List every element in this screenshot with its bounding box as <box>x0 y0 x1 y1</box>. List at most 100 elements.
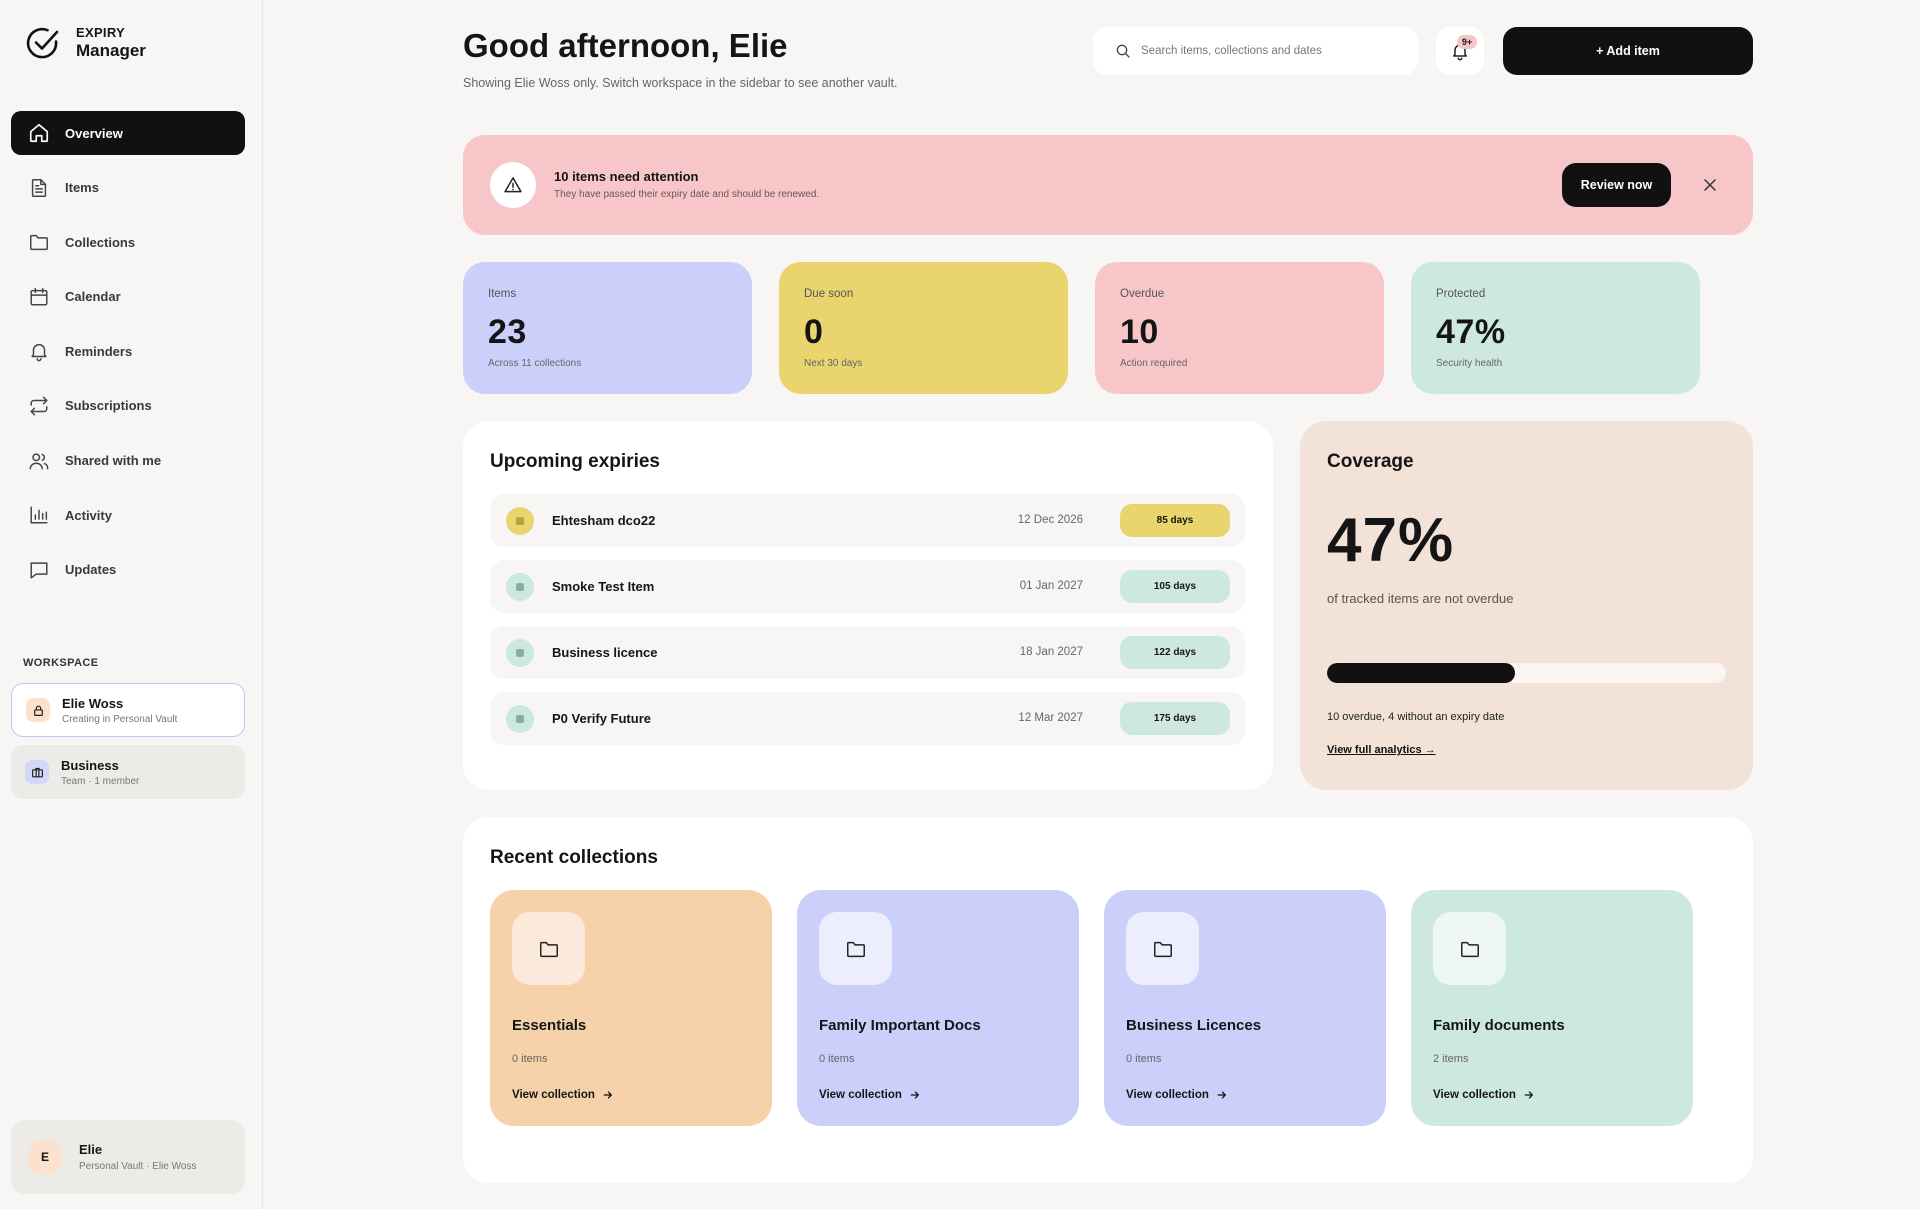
folder-icon <box>1460 941 1479 957</box>
stat-value: 47% <box>1436 313 1506 351</box>
stat-value: 0 <box>804 313 824 351</box>
sidebar-nav: Overview Items Collections Calendar Remi… <box>11 111 245 602</box>
alert-subtitle: They have passed their expiry date and s… <box>554 189 820 200</box>
item-status-dot <box>506 705 534 733</box>
view-analytics-link[interactable]: View full analytics → <box>1327 744 1436 756</box>
stat-card-items[interactable]: Items 23 Across 11 collections <box>463 262 752 394</box>
collection-icon-badge <box>1126 912 1199 985</box>
search-box[interactable] <box>1093 27 1418 75</box>
stat-value: 23 <box>488 313 527 351</box>
collection-count: 0 items <box>819 1053 855 1065</box>
sidebar-item-updates[interactable]: Updates <box>11 548 245 592</box>
expiry-item-name: Smoke Test Item <box>552 579 655 594</box>
sidebar-item-shared[interactable]: Shared with me <box>11 439 245 483</box>
stat-card-protected[interactable]: Protected 47% Security health <box>1411 262 1700 394</box>
view-collection-label: View collection <box>512 1089 595 1101</box>
add-item-button[interactable]: + Add item <box>1503 27 1753 75</box>
stat-label: Due soon <box>804 288 854 300</box>
sidebar-item-subscriptions[interactable]: Subscriptions <box>11 384 245 428</box>
sidebar-item-items[interactable]: Items <box>11 166 245 210</box>
expiry-date: 12 Dec 2026 <box>1017 514 1083 526</box>
expiry-row[interactable]: Business licence 18 Jan 2027 122 days <box>490 626 1245 679</box>
alert-title: 10 items need attention <box>554 169 699 184</box>
avatar: E <box>27 1139 63 1175</box>
stat-card-overdue[interactable]: Overdue 10 Action required <box>1095 262 1384 394</box>
stat-label: Overdue <box>1120 288 1165 300</box>
view-collection-link[interactable]: View collection <box>1433 1089 1534 1101</box>
collection-card[interactable]: Family Important Docs 0 items View colle… <box>797 890 1079 1126</box>
review-now-button[interactable]: Review now <box>1562 163 1671 207</box>
sidebar-item-label: Subscriptions <box>65 398 152 414</box>
brand[interactable]: EXPIRY Manager <box>26 25 146 60</box>
view-collection-link[interactable]: View collection <box>512 1089 613 1101</box>
panel-title: Recent collections <box>490 847 658 868</box>
expiry-row[interactable]: P0 Verify Future 12 Mar 2027 175 days <box>490 692 1245 745</box>
workspace-icon-badge <box>25 760 49 784</box>
collection-card[interactable]: Family documents 2 items View collection <box>1411 890 1693 1126</box>
panel-title: Upcoming expiries <box>490 451 660 472</box>
stat-sub: Action required <box>1120 358 1188 369</box>
workspace-item-business[interactable]: Business Team · 1 member <box>11 745 245 799</box>
close-icon[interactable] <box>1700 175 1720 195</box>
lock-icon <box>33 705 43 716</box>
collection-count: 2 items <box>1433 1053 1469 1065</box>
sidebar-item-label: Items <box>65 180 99 196</box>
collection-card[interactable]: Business Licences 0 items View collectio… <box>1104 890 1386 1126</box>
expiry-row[interactable]: Smoke Test Item 01 Jan 2027 105 days <box>490 560 1245 613</box>
repeat-icon <box>30 396 48 416</box>
stat-card-due-soon[interactable]: Due soon 0 Next 30 days <box>779 262 1068 394</box>
item-status-dot <box>506 573 534 601</box>
recent-collections-panel: Recent collections Essentials 0 items Vi… <box>463 817 1753 1183</box>
collection-name: Family Important Docs <box>819 1017 981 1034</box>
collection-icon-badge <box>1433 912 1506 985</box>
bar-chart-icon <box>30 506 48 524</box>
search-input[interactable] <box>1141 45 1401 57</box>
coverage-value: 47% <box>1327 506 1455 575</box>
folder-icon <box>846 941 865 957</box>
stat-label: Protected <box>1436 288 1486 300</box>
item-status-dot <box>506 507 534 535</box>
workspace-icon-badge <box>26 698 50 722</box>
arrow-right-icon <box>603 1091 612 1099</box>
document-icon <box>31 178 47 197</box>
sidebar-item-label: Activity <box>65 507 112 523</box>
expiry-item-name: Business licence <box>552 645 658 660</box>
expiry-date: 01 Jan 2027 <box>1019 580 1083 592</box>
page-subtitle: Showing Elie Woss only. Switch workspace… <box>463 76 898 90</box>
user-profile-card[interactable]: E Elie Personal Vault · Elie Woss <box>11 1120 245 1194</box>
notifications-button[interactable]: 9+ <box>1436 27 1484 75</box>
users-icon <box>29 452 49 470</box>
folder-icon <box>539 941 558 957</box>
workspace-sub: Creating in Personal Vault <box>62 713 178 725</box>
sidebar: EXPIRY Manager Overview Items Collection… <box>0 0 263 1209</box>
sidebar-item-label: Calendar <box>65 289 121 305</box>
brand-line-1: EXPIRY <box>76 25 126 40</box>
sidebar-item-activity[interactable]: Activity <box>11 493 245 537</box>
bell-icon <box>31 344 47 362</box>
page-title: Good afternoon, Elie <box>463 27 788 64</box>
coverage-progress-fill <box>1327 663 1515 683</box>
user-name: Elie <box>79 1142 103 1157</box>
stat-label: Items <box>488 288 517 300</box>
workspace-item-personal[interactable]: Elie Woss Creating in Personal Vault <box>11 683 245 737</box>
collection-card[interactable]: Essentials 0 items View collection <box>490 890 772 1126</box>
stat-value: 10 <box>1120 313 1159 351</box>
expiry-item-name: P0 Verify Future <box>552 711 651 726</box>
view-collection-link[interactable]: View collection <box>819 1089 920 1101</box>
view-collection-link[interactable]: View collection <box>1126 1089 1227 1101</box>
sidebar-item-overview[interactable]: Overview <box>11 111 245 155</box>
sidebar-item-reminders[interactable]: Reminders <box>11 329 245 373</box>
coverage-note: 10 overdue, 4 without an expiry date <box>1327 711 1505 723</box>
coverage-progress-bar <box>1327 663 1726 683</box>
sidebar-item-calendar[interactable]: Calendar <box>11 275 245 319</box>
collection-name: Business Licences <box>1126 1017 1262 1034</box>
upcoming-expiries-panel: Upcoming expiries Ehtesham dco22 12 Dec … <box>463 421 1273 790</box>
sidebar-item-collections[interactable]: Collections <box>11 220 245 264</box>
expiry-row[interactable]: Ehtesham dco22 12 Dec 2026 85 days <box>490 494 1245 547</box>
sidebar-item-label: Shared with me <box>65 453 162 469</box>
days-remaining-badge: 105 days <box>1120 570 1230 603</box>
sidebar-item-label: Collections <box>65 234 136 250</box>
coverage-panel: Coverage 47% of tracked items are not ov… <box>1300 421 1753 790</box>
folder-icon <box>1153 941 1172 957</box>
warning-icon <box>504 177 522 193</box>
